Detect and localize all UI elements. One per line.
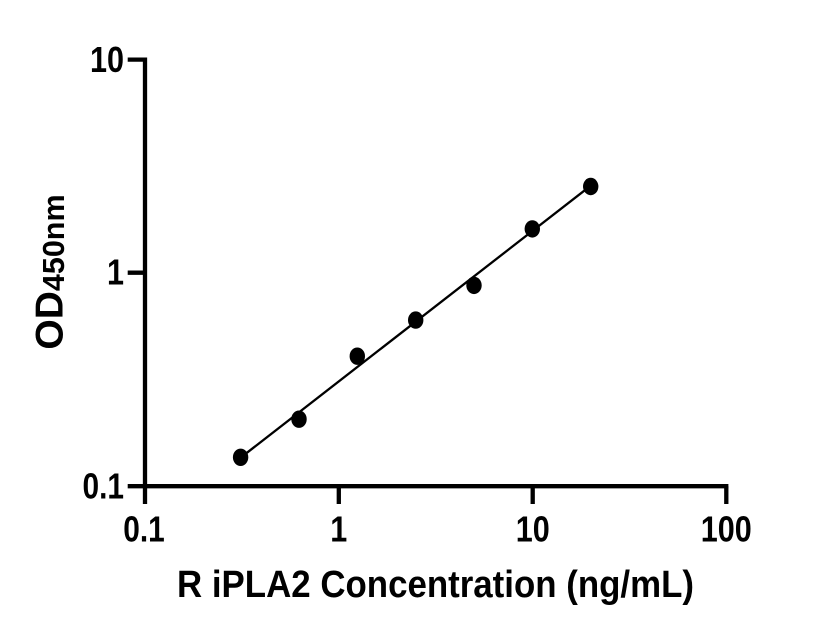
svg-text:1: 1 xyxy=(107,252,124,293)
svg-text:R iPLA2 Concentration (ng/mL): R iPLA2 Concentration (ng/mL) xyxy=(177,564,694,606)
svg-text:0.1: 0.1 xyxy=(123,509,165,550)
svg-text:100: 100 xyxy=(701,509,752,550)
svg-text:10: 10 xyxy=(516,509,550,550)
svg-text:1: 1 xyxy=(330,509,347,550)
svg-text:10: 10 xyxy=(90,39,124,80)
svg-text:0.1: 0.1 xyxy=(83,466,125,507)
